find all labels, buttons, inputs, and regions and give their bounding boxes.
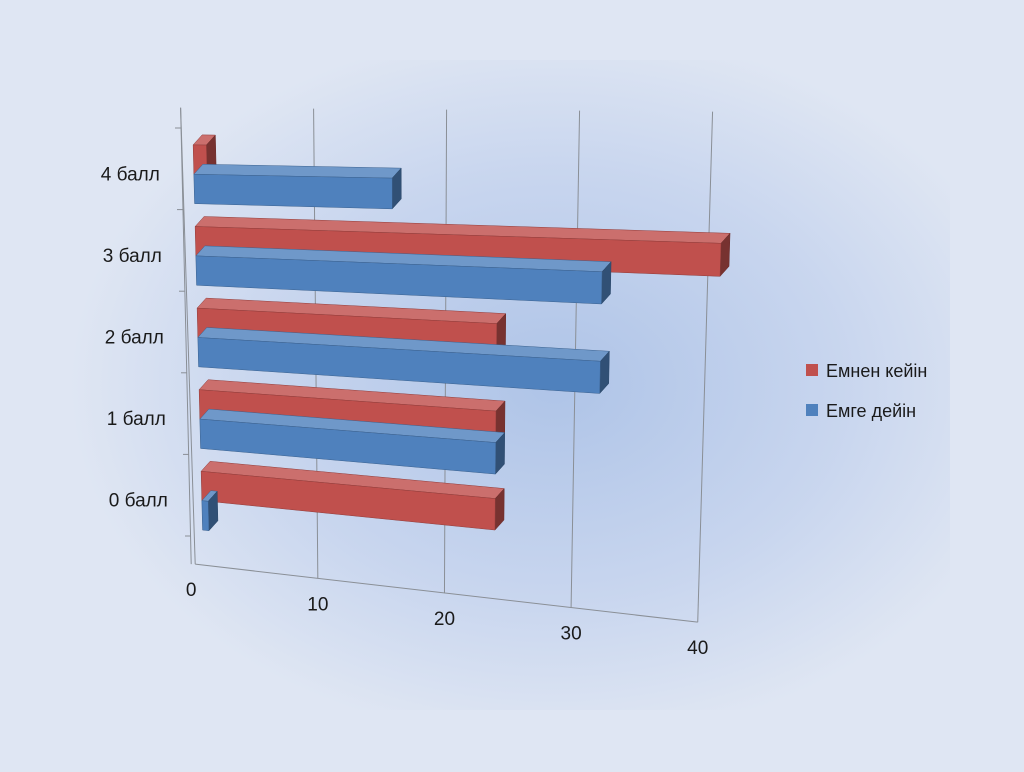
bar-front-face — [197, 337, 601, 394]
legend-swatch-emge-deyin — [806, 404, 818, 416]
bar-emnen-keyin — [200, 461, 505, 531]
bar-emge-deyin — [195, 245, 612, 305]
category-label: 3 балл — [103, 246, 162, 267]
legend-label-emge-deyin[interactable]: Емге дейін — [826, 401, 916, 421]
x-tick-label: 0 — [186, 580, 197, 601]
category-label: 1 балл — [107, 409, 166, 430]
bars-layer — [192, 134, 731, 532]
bar-front-face — [195, 255, 603, 305]
category-label: 2 балл — [105, 327, 164, 348]
bar-emge-deyin — [201, 490, 219, 532]
x-tick-label: 10 — [307, 595, 328, 616]
axis-wall — [180, 107, 196, 565]
x-tick-label: 20 — [434, 609, 455, 630]
bar-emge-deyin — [197, 327, 610, 395]
x-tick-label: 40 — [687, 638, 708, 659]
legend-label-emnen-keyin[interactable]: Емнен кейін — [826, 361, 927, 381]
bar-front-face — [200, 471, 496, 531]
bar-emge-deyin — [199, 408, 506, 475]
category-label: 4 балл — [101, 164, 160, 185]
bar-front-face — [199, 418, 496, 475]
category-label: 0 балл — [109, 491, 168, 512]
axis-floor — [195, 563, 698, 623]
bar-front-face — [193, 174, 393, 210]
legend: Емнен кейін Емге дейін — [806, 361, 927, 421]
x-tick-label: 30 — [561, 624, 582, 645]
gridline — [180, 107, 192, 565]
bar-emge-deyin — [193, 164, 402, 210]
labels-layer: 4 балл 3 балл 2 балл 1 балл 0 балл 0 10 20 30 40 — [101, 164, 708, 659]
gridline — [697, 111, 714, 623]
bar-front-face — [201, 500, 210, 532]
legend-swatch-emnen-keyin — [806, 364, 818, 376]
